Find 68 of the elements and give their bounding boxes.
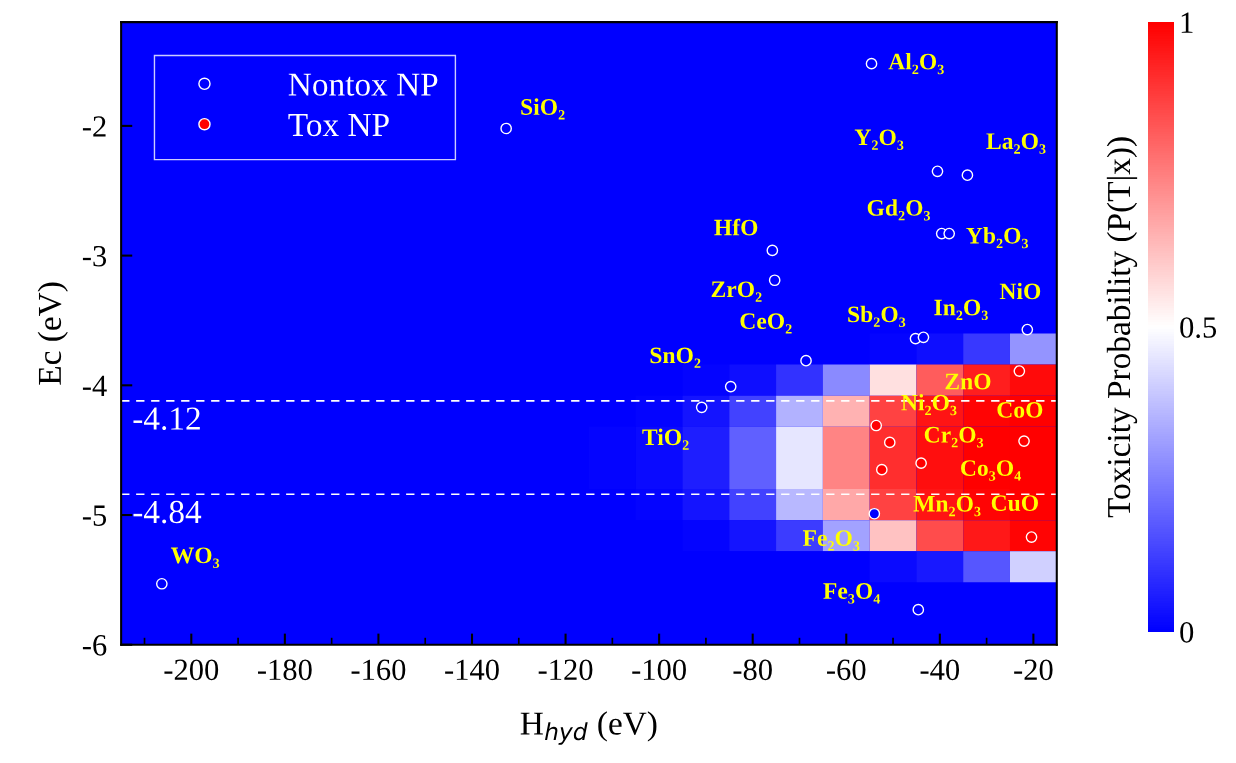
point	[875, 463, 888, 476]
annotation: WO₃	[170, 547, 220, 568]
annotation: SnO₂	[650, 347, 701, 368]
annotation: La₂O₃	[986, 133, 1046, 154]
annotation: ZrO₂	[711, 281, 762, 302]
annotation: Yb₂O₃	[966, 227, 1029, 249]
annotation: CeO₂	[740, 313, 792, 334]
point	[931, 165, 944, 178]
annotation: Ni₂O₃	[901, 393, 957, 416]
point	[766, 244, 779, 257]
annotation: Sb₂O₃	[848, 305, 906, 327]
color-bar-label: 0	[1180, 622, 1194, 643]
x-tick-label: -20	[1014, 659, 1053, 681]
annotation: CuO	[991, 495, 1038, 512]
point	[868, 507, 881, 520]
annotation: NiO	[999, 282, 1041, 300]
point	[800, 354, 812, 367]
x-tick-label: -160	[351, 659, 406, 681]
point	[768, 274, 781, 287]
annotation: Co₃O₄	[961, 460, 1022, 481]
point	[870, 419, 883, 432]
point	[155, 577, 168, 590]
annotation: Fe₂O₃	[802, 530, 860, 551]
ref-line-label: -4.12	[133, 407, 200, 431]
point	[1013, 365, 1026, 377]
x-tick-label: -140	[445, 659, 499, 681]
point	[865, 57, 878, 70]
annotation: SiO₂	[521, 98, 565, 120]
annotation: CoO	[997, 401, 1043, 418]
color-bar-label: 0.5	[1180, 317, 1217, 338]
x-tick-label: -80	[733, 659, 772, 681]
color-bar-title: Toxicity Probability (P(T|x))	[1106, 137, 1138, 518]
annotation: Al₂O₃	[888, 52, 944, 75]
x-tick-label: -100	[632, 659, 686, 681]
point	[943, 227, 956, 240]
annotation: Cr₂O₃	[924, 426, 984, 448]
point	[1021, 323, 1034, 336]
annotation: Fe₃O₄	[823, 583, 881, 604]
legend-label: Tox NP	[288, 114, 389, 137]
annotation: HfO	[714, 218, 758, 236]
annotation: TiO₂	[642, 428, 689, 450]
annotation: ZnO	[945, 373, 991, 390]
point	[500, 122, 512, 135]
point	[724, 380, 737, 393]
x-tick-label: -200	[164, 659, 219, 681]
annotation: Mn₂O₃	[913, 495, 981, 517]
annotation: In₂O₃	[934, 299, 988, 321]
annotation: Gd₂O₃	[867, 199, 931, 221]
legend-label: Nontox NP	[288, 73, 438, 96]
y-tick-label: -4	[82, 375, 107, 396]
point	[915, 457, 927, 469]
x-tick-label: -120	[538, 659, 593, 681]
color-bar-label: 1	[1181, 12, 1193, 33]
x-tick-label: -180	[258, 659, 312, 681]
point	[1018, 435, 1030, 447]
x-tick-label: -60	[827, 659, 866, 681]
ref-line-label: -4.84	[133, 500, 202, 524]
y-tick-label: -6	[82, 635, 107, 656]
x-tick-label: -40	[920, 659, 960, 681]
y-tick-label: -5	[82, 505, 107, 526]
point	[917, 331, 930, 344]
y-tick-label: -3	[82, 245, 107, 267]
point	[961, 169, 974, 182]
point	[912, 603, 925, 616]
y-axis-title: Ec (eV)	[37, 282, 68, 385]
y-tick-label: -2	[82, 116, 106, 137]
annotation: Y₂O₃	[854, 129, 904, 150]
x-axis-title: H$_{hyd}$ (eV)	[520, 711, 657, 745]
